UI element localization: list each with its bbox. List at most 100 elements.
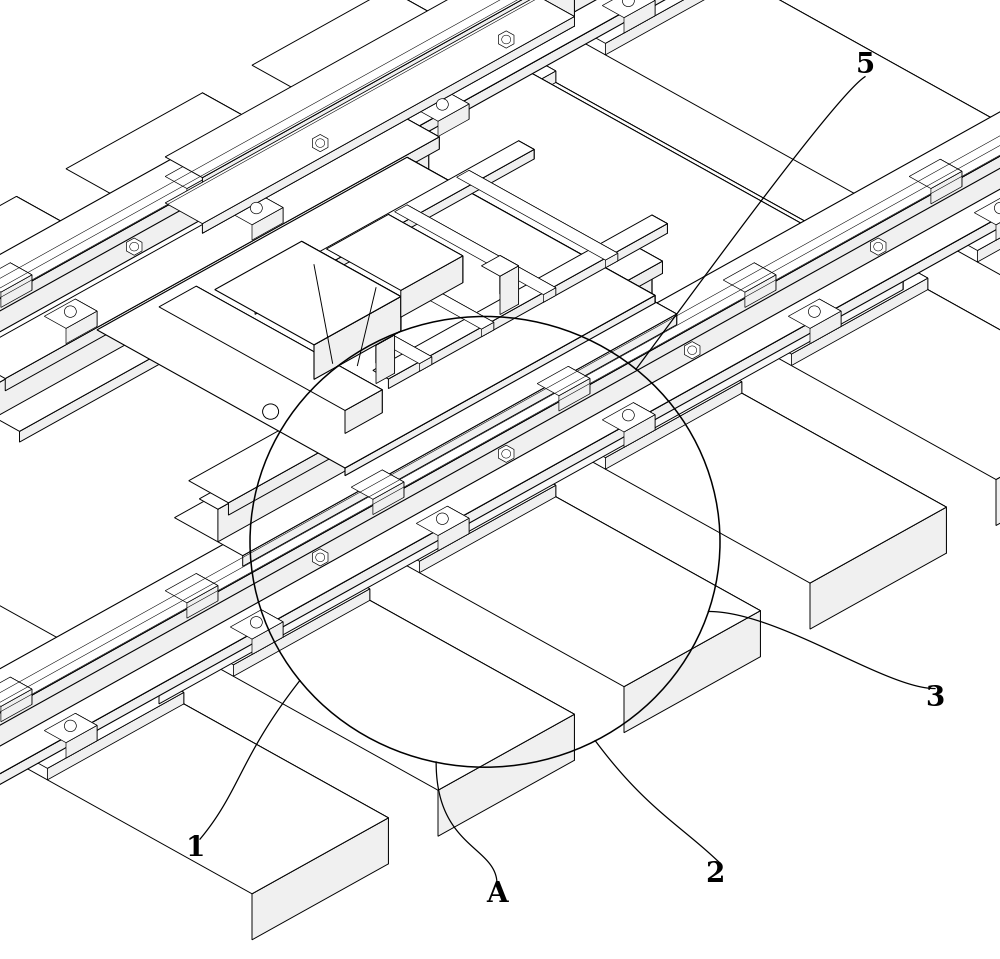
Polygon shape — [810, 311, 841, 343]
Polygon shape — [165, 0, 574, 177]
Polygon shape — [447, 506, 469, 533]
Polygon shape — [47, 692, 184, 780]
Polygon shape — [469, 38, 903, 290]
Polygon shape — [0, 677, 32, 707]
Polygon shape — [373, 482, 404, 515]
Polygon shape — [175, 276, 677, 555]
Polygon shape — [419, 485, 556, 573]
Polygon shape — [373, 215, 667, 379]
Polygon shape — [215, 242, 401, 345]
Polygon shape — [633, 257, 652, 300]
Polygon shape — [401, 256, 463, 317]
Polygon shape — [419, 357, 432, 371]
Polygon shape — [438, 0, 1000, 376]
Polygon shape — [388, 0, 1000, 450]
Text: A: A — [486, 881, 508, 908]
Polygon shape — [255, 150, 534, 315]
Polygon shape — [574, 0, 1000, 346]
Polygon shape — [940, 159, 962, 187]
Polygon shape — [0, 644, 184, 768]
Polygon shape — [283, 274, 432, 364]
Polygon shape — [351, 56, 404, 85]
Polygon shape — [165, 159, 218, 189]
Polygon shape — [0, 0, 720, 591]
Polygon shape — [44, 299, 97, 328]
Polygon shape — [376, 335, 395, 384]
Polygon shape — [608, 276, 677, 325]
Polygon shape — [395, 205, 556, 294]
Polygon shape — [345, 295, 655, 476]
Polygon shape — [0, 113, 1000, 746]
Polygon shape — [252, 0, 1000, 480]
Polygon shape — [438, 104, 469, 136]
Polygon shape — [447, 92, 469, 119]
Polygon shape — [537, 0, 574, 26]
Polygon shape — [624, 0, 655, 33]
Polygon shape — [605, 0, 742, 55]
Polygon shape — [0, 128, 1000, 787]
Polygon shape — [0, 404, 388, 864]
Polygon shape — [202, 93, 946, 553]
Polygon shape — [97, 230, 184, 290]
Polygon shape — [147, 541, 370, 665]
Polygon shape — [0, 0, 720, 580]
Polygon shape — [10, 263, 32, 291]
Polygon shape — [97, 157, 655, 468]
Polygon shape — [47, 278, 184, 365]
Polygon shape — [165, 0, 574, 223]
Polygon shape — [0, 0, 706, 527]
Polygon shape — [345, 240, 494, 330]
Polygon shape — [791, 278, 928, 365]
Polygon shape — [537, 0, 574, 26]
Polygon shape — [407, 157, 655, 303]
Polygon shape — [373, 68, 404, 101]
Polygon shape — [1, 690, 32, 722]
Text: 1: 1 — [185, 835, 205, 862]
Polygon shape — [977, 175, 1000, 262]
Polygon shape — [416, 92, 469, 121]
Polygon shape — [723, 263, 776, 292]
Polygon shape — [407, 205, 556, 295]
Polygon shape — [66, 311, 97, 343]
Polygon shape — [261, 196, 283, 222]
Polygon shape — [314, 296, 401, 380]
Polygon shape — [0, 119, 1000, 773]
Polygon shape — [633, 403, 655, 430]
Polygon shape — [333, 23, 556, 147]
Circle shape — [64, 306, 76, 317]
Text: 5: 5 — [855, 52, 875, 79]
Polygon shape — [623, 239, 662, 273]
Polygon shape — [159, 286, 382, 410]
Polygon shape — [931, 172, 962, 204]
Polygon shape — [605, 382, 742, 469]
Polygon shape — [519, 0, 742, 43]
Circle shape — [316, 139, 325, 148]
Polygon shape — [312, 549, 328, 566]
Text: 3: 3 — [925, 685, 945, 712]
Polygon shape — [196, 159, 218, 187]
Circle shape — [436, 99, 448, 110]
Circle shape — [263, 404, 279, 419]
Polygon shape — [302, 242, 401, 331]
Polygon shape — [996, 404, 1000, 526]
Polygon shape — [0, 133, 429, 385]
Polygon shape — [312, 134, 328, 152]
Polygon shape — [357, 324, 395, 345]
Circle shape — [808, 306, 820, 317]
Polygon shape — [16, 197, 760, 657]
Polygon shape — [233, 175, 370, 262]
Polygon shape — [0, 197, 760, 687]
Polygon shape — [481, 322, 494, 337]
Polygon shape — [841, 230, 928, 290]
Circle shape — [64, 720, 76, 732]
Polygon shape — [326, 215, 463, 291]
Polygon shape — [705, 230, 928, 354]
Polygon shape — [457, 171, 618, 260]
Polygon shape — [230, 610, 283, 639]
Polygon shape — [891, 127, 1000, 250]
Polygon shape — [481, 255, 519, 276]
Polygon shape — [500, 255, 519, 304]
Polygon shape — [230, 196, 283, 224]
Polygon shape — [0, 152, 453, 432]
Circle shape — [250, 617, 262, 628]
